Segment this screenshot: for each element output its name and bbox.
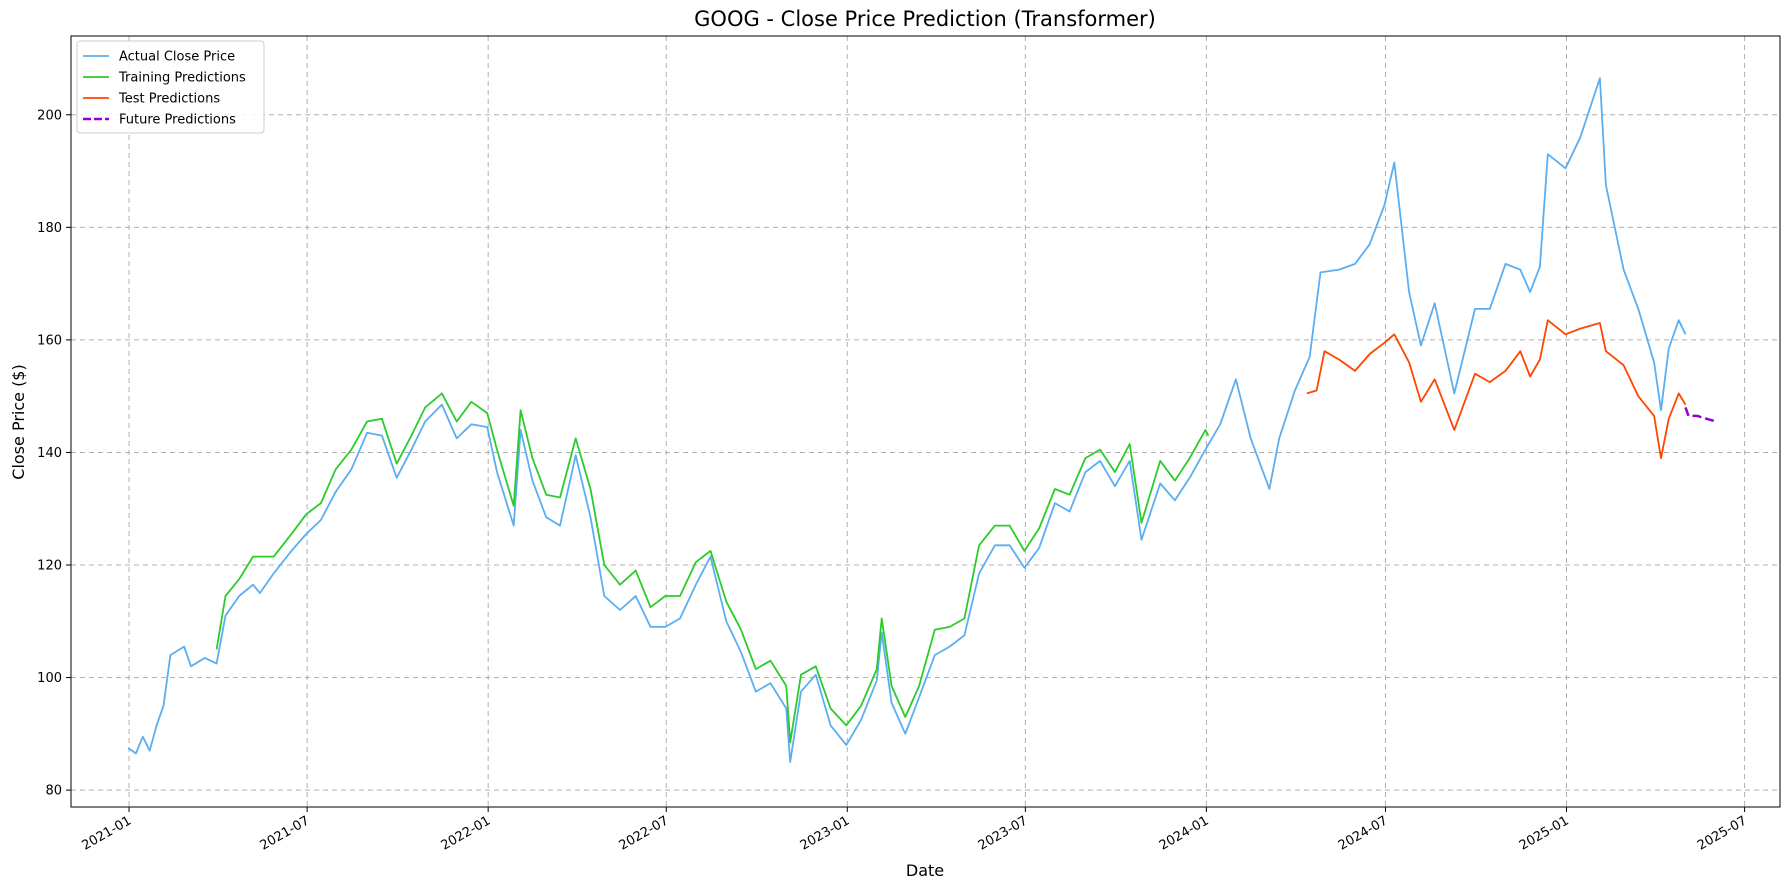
series-layer [127, 77, 1717, 763]
x-axis-label: Date [906, 861, 944, 880]
y-tick-label: 140 [37, 446, 62, 461]
future-predictions-line [1684, 406, 1717, 423]
y-tick-label: 80 [45, 784, 62, 799]
y-axis-label: Close Price ($) [9, 364, 28, 479]
y-tick-label: 120 [37, 559, 62, 574]
y-tick-label: 160 [37, 333, 62, 348]
legend-label-test-predictions: Test Predictions [118, 92, 220, 107]
y-tick-label: 180 [37, 221, 62, 236]
y-tick-label: 200 [37, 108, 62, 123]
legend-label-future-predictions: Future Predictions [119, 113, 236, 128]
test-predictions-line [1306, 319, 1687, 459]
legend: Actual Close Price Training Predictions Te… [76, 40, 265, 134]
y-axis: 80 100 120 140 160 180 200 [37, 108, 71, 799]
actual-close-price-line [127, 77, 1687, 763]
training-predictions-line [215, 392, 1210, 744]
legend-label-training-predictions: Training Predictions [118, 71, 246, 86]
legend-box [76, 40, 265, 134]
chart-title: GOOG - Close Price Prediction (Transform… [694, 7, 1156, 31]
plot-frame [70, 35, 1781, 808]
legend-label-actual-close-price: Actual Close Price [119, 50, 235, 65]
y-tick-label: 100 [37, 671, 62, 686]
